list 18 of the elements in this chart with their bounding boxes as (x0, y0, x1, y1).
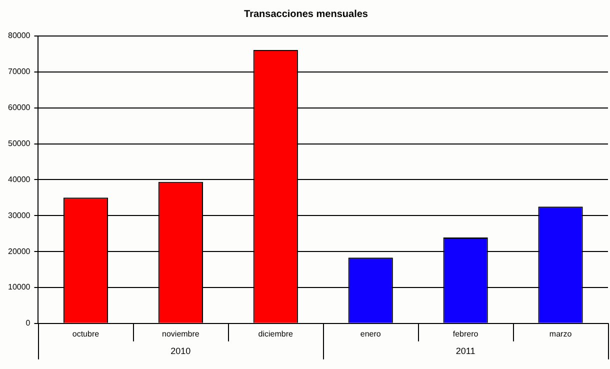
y-tick-label: 70000 (8, 67, 31, 76)
x-tick-label: enero (360, 329, 382, 338)
x-tick-label: diciembre (258, 329, 294, 338)
text: 2010 (170, 346, 191, 356)
y-tick-label: 50000 (8, 138, 31, 148)
y-tick-label: 20000 (8, 246, 31, 256)
x-tick-label: marzo (549, 329, 572, 338)
y-tick-label: 10000 (8, 282, 31, 292)
y-tick-label: 40000 (8, 174, 31, 184)
y-tick-label: 60000 (8, 103, 31, 112)
x-tick-label: febrero (452, 329, 479, 338)
text: 2011 (456, 346, 476, 356)
y-tick-label: 80000 (8, 31, 31, 40)
y-tick-label: 0 (26, 318, 31, 328)
x-tick-label: noviembre (162, 329, 200, 338)
y-tick-label: 30000 (8, 210, 31, 220)
chart-title: Transacciones mensuales (244, 8, 368, 20)
x-tick-label: octubre (72, 329, 100, 338)
